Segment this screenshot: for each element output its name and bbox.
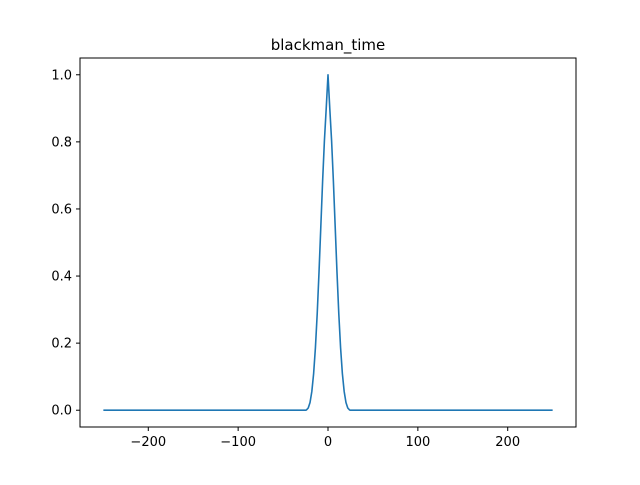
y-tick-label: 0.8 xyxy=(51,135,72,150)
y-tick-label: 0.2 xyxy=(51,337,72,352)
series-line-0 xyxy=(103,73,553,412)
axes-frame xyxy=(79,57,577,428)
y-tick-label: 0.4 xyxy=(51,270,72,285)
x-tick-label: 0 xyxy=(324,435,332,450)
x-tick-label: 200 xyxy=(495,435,520,450)
x-tick-label: −100 xyxy=(220,435,256,450)
x-tick-label: −200 xyxy=(130,435,166,450)
y-tick-label: 0.0 xyxy=(51,404,72,419)
x-tick-label: 100 xyxy=(405,435,430,450)
y-tick-label: 0.6 xyxy=(51,202,72,217)
axes: −200 −100 0 100 200 0.0 0.2 0.4 0.6 0.8 1.0 xyxy=(51,68,520,450)
plot-area xyxy=(103,73,553,412)
chart-title: blackman_time xyxy=(271,36,386,55)
y-tick-label: 1.0 xyxy=(51,68,72,83)
